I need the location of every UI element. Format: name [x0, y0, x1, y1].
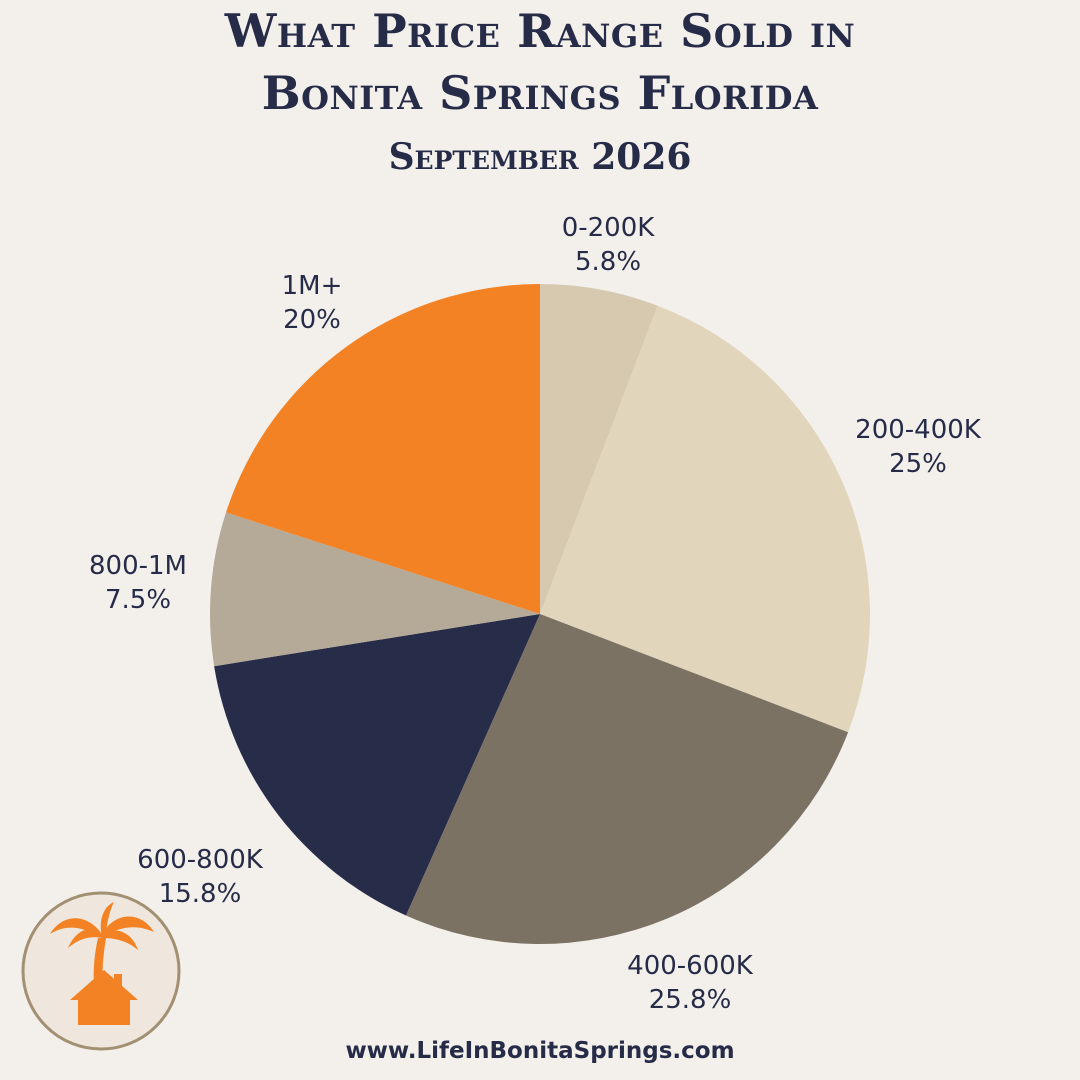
pie-slice-400-600k	[405, 614, 849, 944]
pie-slice-800-1m	[209, 512, 541, 667]
subtitle: September 2026	[388, 136, 692, 178]
pie-slices	[209, 284, 871, 944]
pie-slice-200-400k	[540, 305, 871, 733]
slice-value-label: 25%	[889, 449, 947, 479]
pie-slice-1m-	[226, 284, 540, 614]
slice-value-label: 5.8%	[575, 247, 641, 277]
slice-value-label: 25.8%	[649, 985, 732, 1015]
title-line-1: What Price Range Sold in	[224, 4, 856, 58]
palm-tree-house-icon	[21, 891, 181, 1051]
slice-label: 600-800K	[137, 845, 264, 875]
slice-label: 0-200K	[562, 213, 656, 243]
slice-label: 800-1M	[89, 551, 187, 581]
pie-labels: 0-200K 5.8% 200-400K 25% 400-600K 25.8% 600-80…	[89, 213, 982, 1015]
slice-value-label: 15.8%	[159, 879, 242, 909]
slice-label: 1M+	[282, 271, 343, 301]
slice-label: 400-600K	[627, 951, 754, 981]
slice-value-label: 7.5%	[105, 585, 171, 615]
pie-slice-600-800k	[214, 614, 540, 916]
slice-value-label: 20%	[283, 305, 341, 335]
website-url[interactable]: www.LifeInBonitaSprings.com	[345, 1038, 735, 1064]
pie-slice-0-200k	[540, 284, 658, 614]
title-line-2: Bonita Springs Florida	[261, 66, 819, 120]
slice-label: 200-400K	[855, 415, 982, 445]
